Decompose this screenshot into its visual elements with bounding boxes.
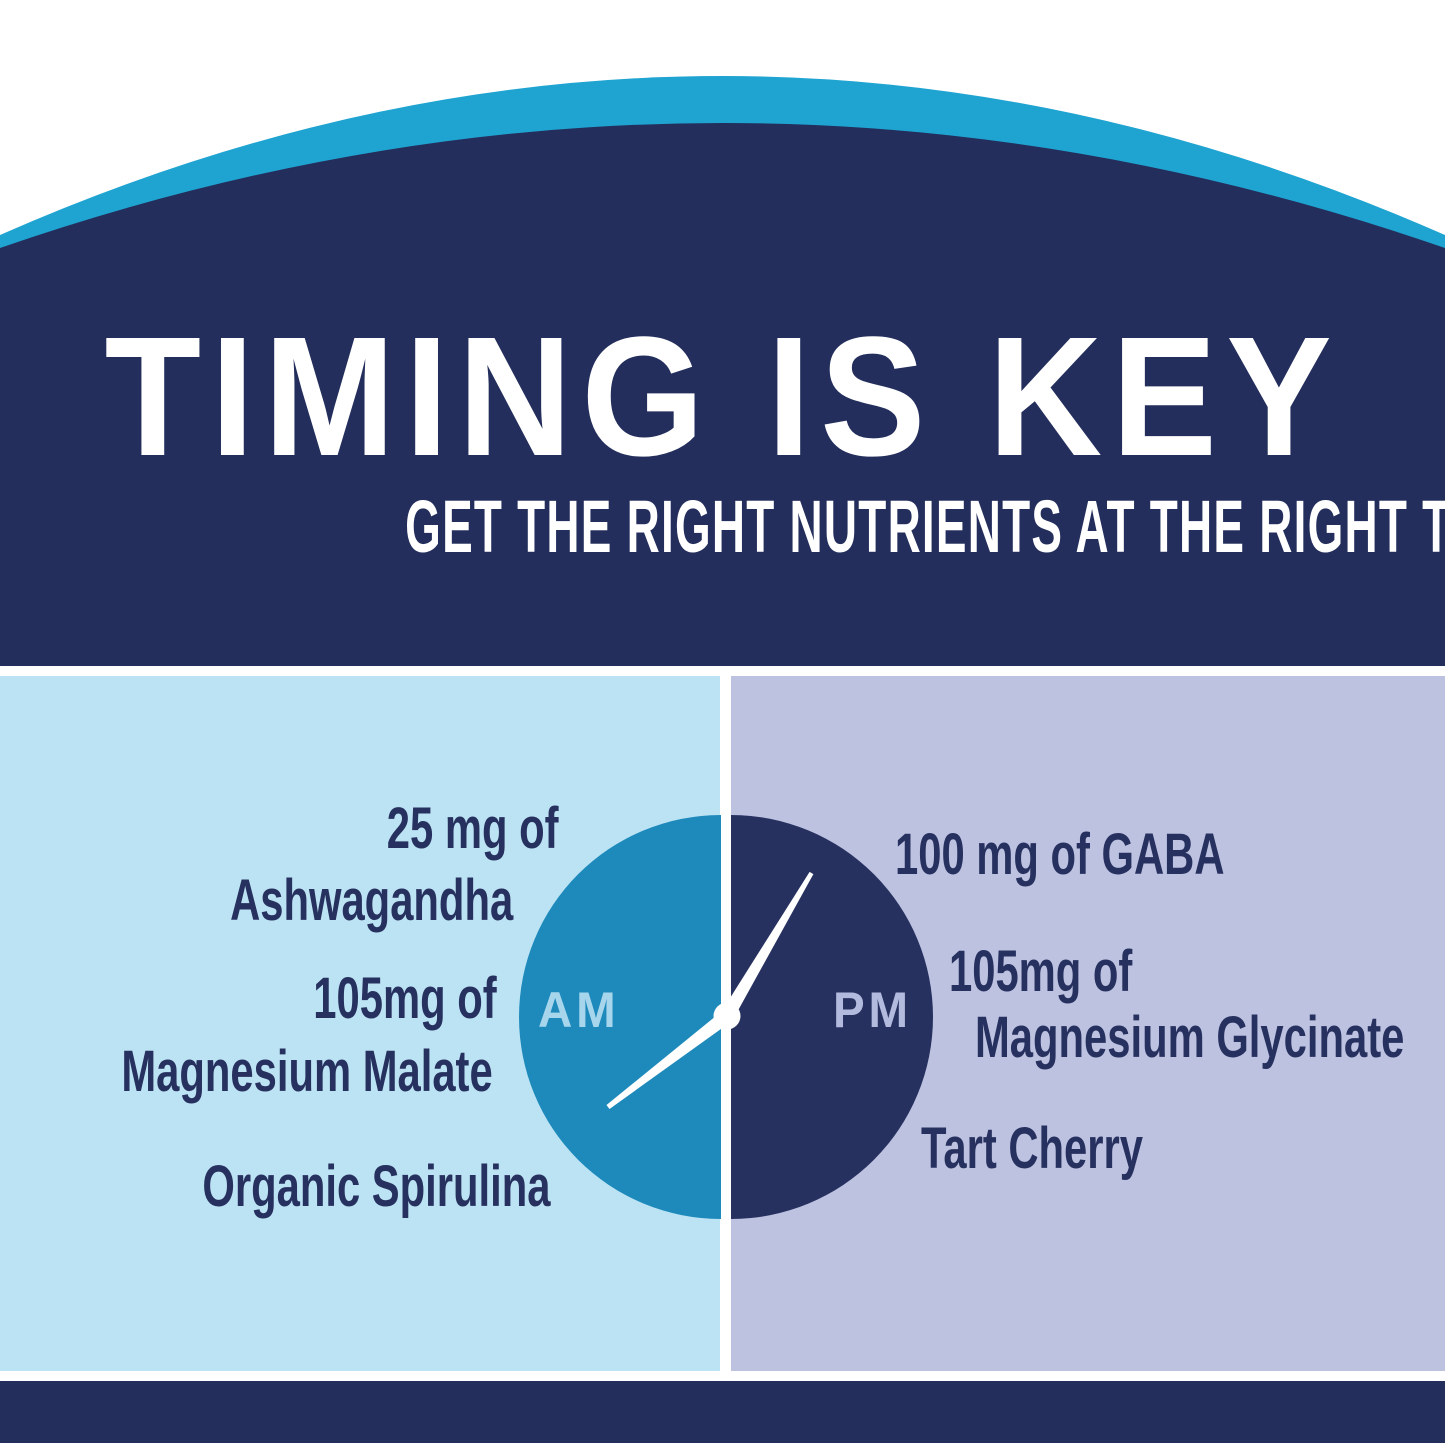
clock-am-half bbox=[519, 815, 721, 1219]
page-title: TIMING IS KEY bbox=[0, 312, 1445, 482]
page-subtitle-text: GET THE RIGHT NUTRIENTS AT THE RIGHT TIM… bbox=[405, 485, 1445, 568]
clock-center-dot bbox=[713, 1002, 741, 1030]
page-title-text: TIMING IS KEY bbox=[104, 302, 1341, 492]
pm-panel-line: 100 mg of GABA bbox=[895, 822, 1353, 887]
am-panel-line: 105mg of bbox=[242, 966, 497, 1031]
pm-label-text: PM bbox=[833, 982, 912, 1038]
clock-pm-half bbox=[731, 815, 933, 1219]
am-panel-line: Organic Spirulina bbox=[67, 1154, 550, 1219]
pm-panel-line: 105mg of bbox=[949, 939, 1204, 1004]
am-panel-line: Magnesium Malate bbox=[0, 1039, 493, 1104]
am-label-text: AM bbox=[538, 982, 620, 1038]
pm-panel-line: Tart Cherry bbox=[921, 1116, 1229, 1181]
am-line-text: 25 mg of bbox=[386, 796, 558, 861]
page-subtitle: GET THE RIGHT NUTRIENTS AT THE RIGHT TIM… bbox=[0, 490, 1445, 564]
pm-line-text: Tart Cherry bbox=[921, 1116, 1144, 1181]
am-panel-line: Ashwagandha bbox=[120, 868, 513, 933]
am-line-text: Organic Spirulina bbox=[201, 1154, 550, 1219]
am-line-text: 105mg of bbox=[313, 966, 497, 1031]
pm-label: PM bbox=[833, 985, 916, 1035]
pm-line-text: 105mg of bbox=[949, 939, 1133, 1004]
clock-minute-hand bbox=[721, 871, 814, 1020]
am-label: AM bbox=[538, 985, 624, 1035]
header-arch-inner bbox=[0, 123, 1445, 666]
clock-hour-hand bbox=[606, 1010, 732, 1109]
header-arch bbox=[0, 76, 1445, 666]
am-line-text: Ashwagandha bbox=[229, 868, 513, 933]
am-panel-line: 25 mg of bbox=[320, 796, 558, 861]
pm-panel-line: Magnesium Glycinate bbox=[975, 1005, 1445, 1070]
footer-bar bbox=[0, 1381, 1445, 1443]
am-line-text: Magnesium Malate bbox=[121, 1039, 493, 1104]
pm-line-text: Magnesium Glycinate bbox=[975, 1005, 1405, 1070]
pm-line-text: 100 mg of GABA bbox=[895, 822, 1225, 887]
